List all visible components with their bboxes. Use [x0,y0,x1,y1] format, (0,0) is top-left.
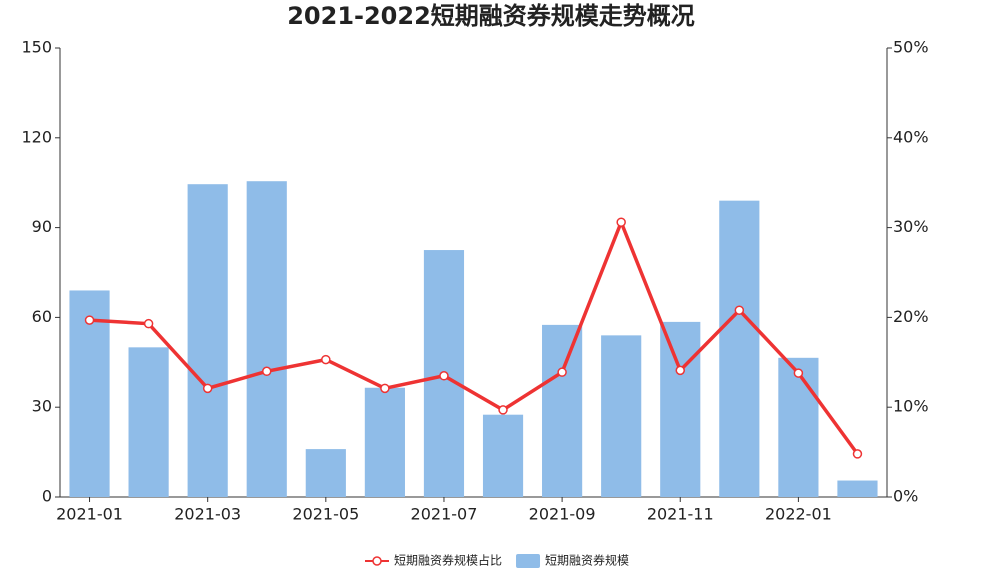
bar [601,335,642,497]
point [498,405,508,415]
x-tick-label: 2021-07 [411,505,478,524]
bar [719,200,760,497]
point [793,368,804,378]
y-tick-label: 90 [32,217,52,236]
bar [364,387,405,497]
point [380,383,390,394]
point [143,318,154,329]
y2-tick-label: 10% [893,397,929,416]
bar [778,357,819,497]
point [321,354,331,365]
y-tick-label: 30 [32,397,52,416]
x-tick-label: 2021-05 [292,505,359,524]
point [262,366,272,377]
y-tick-label: 150 [21,38,52,57]
y2-tick-label: 20% [893,307,929,326]
point [202,383,213,394]
bar [246,181,287,497]
bar [128,347,169,497]
bar [305,449,346,497]
x-tick-label: 2022-01 [765,505,832,524]
legend-swatch [516,554,541,568]
bar [482,414,524,497]
point [557,367,567,377]
y-tick-label: 120 [21,127,52,146]
line [89,217,859,455]
bar [187,184,228,498]
legend-label: 短期融资券规模 [545,553,629,568]
point [852,449,863,459]
legend-label: 短期融资券规模占比 [394,553,502,568]
chart-title: 2021-2022短期融资券规模走势概况 [287,2,695,30]
bar [837,480,878,497]
bar [542,324,583,497]
y-tick-label: 60 [32,307,52,326]
x-tick-label: 2021-01 [56,505,123,524]
x-tick-label: 2021-09 [529,505,596,524]
y2-tick-label: 40% [893,127,929,146]
point [675,365,685,376]
x-tick-label: 2021-11 [647,505,714,524]
point [616,217,626,227]
point [84,315,95,325]
y2-tick-label: 0% [893,487,918,506]
point [439,371,449,381]
legend-swatch [372,556,382,566]
x-tick-label: 2021-03 [174,505,241,524]
y-tick-label: 0 [42,487,52,506]
y2-tick-label: 50% [893,38,929,57]
point [734,305,745,315]
bar [69,290,110,497]
bar [660,321,701,497]
y2-tick-label: 30% [893,217,929,236]
